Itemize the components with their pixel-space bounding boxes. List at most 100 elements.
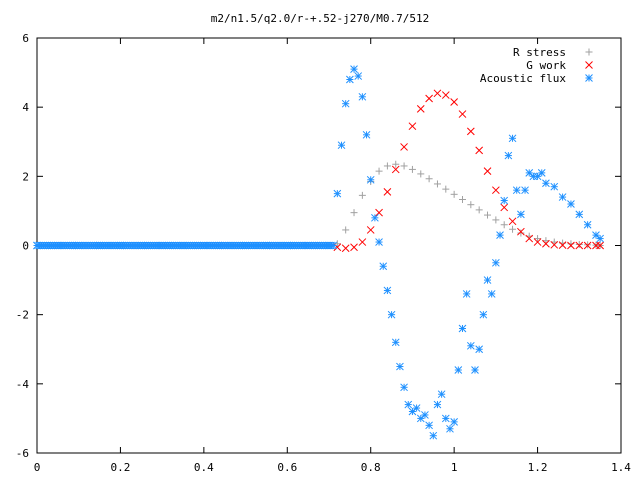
data-point <box>500 196 509 205</box>
data-point <box>425 94 433 103</box>
data-point <box>358 191 366 199</box>
data-point <box>404 400 413 409</box>
data-point <box>508 217 517 226</box>
data-point <box>408 122 417 131</box>
x-tick-label: 0.6 <box>277 461 297 474</box>
data-point <box>383 286 392 295</box>
data-point <box>466 341 475 350</box>
x-tick-label: 0.4 <box>194 461 214 474</box>
data-point <box>433 400 442 409</box>
data-point <box>483 167 492 175</box>
data-point <box>550 240 559 249</box>
data-point <box>475 146 484 155</box>
data-point <box>416 105 425 113</box>
legend-label: Acoustic flux <box>480 72 566 85</box>
data-point <box>596 234 604 243</box>
data-point <box>446 424 454 433</box>
data-point <box>408 165 416 173</box>
legend-label: G work <box>526 59 566 72</box>
data-point <box>379 262 388 271</box>
data-point <box>508 134 517 143</box>
y-tick-label: -6 <box>16 447 29 460</box>
data-point <box>558 193 567 201</box>
data-point <box>400 383 408 392</box>
series-r-stress <box>333 160 604 249</box>
data-point <box>437 390 446 399</box>
data-point <box>408 407 417 416</box>
legend-label: R stress <box>513 46 566 59</box>
data-point <box>429 431 438 440</box>
data-point <box>487 290 496 298</box>
data-point <box>500 203 509 212</box>
data-point <box>592 231 600 239</box>
data-point <box>333 189 342 198</box>
y-tick-label: 0 <box>22 240 29 253</box>
data-point <box>375 238 383 246</box>
data-point <box>583 220 592 229</box>
data-point <box>416 414 425 423</box>
data-point <box>366 226 375 234</box>
data-point <box>341 99 350 108</box>
y-tick-label: 2 <box>22 170 29 183</box>
data-point <box>517 227 525 236</box>
data-point <box>350 65 358 73</box>
data-point <box>400 143 408 151</box>
data-point <box>475 206 483 214</box>
data-point <box>534 235 542 243</box>
data-point <box>521 186 529 195</box>
data-point <box>583 241 592 250</box>
data-point <box>417 170 425 178</box>
data-point <box>525 234 534 243</box>
data-point <box>467 201 475 209</box>
data-point <box>366 175 375 184</box>
data-point <box>396 362 404 371</box>
data-point <box>517 229 525 237</box>
data-point <box>479 310 488 319</box>
data-point <box>471 366 479 374</box>
data-point <box>341 244 350 253</box>
y-tick-label: -2 <box>16 309 29 322</box>
data-point <box>433 89 442 98</box>
x-tick-label: 1 <box>451 461 458 474</box>
data-point <box>392 160 400 168</box>
data-point <box>383 188 392 196</box>
data-point <box>542 179 550 188</box>
data-point <box>567 240 575 248</box>
data-point <box>375 208 383 217</box>
data-point <box>442 185 450 193</box>
data-point <box>466 127 475 136</box>
series-acoustic-flux <box>33 65 604 440</box>
data-point <box>496 231 504 239</box>
data-point <box>462 290 471 298</box>
data-point <box>492 216 500 224</box>
data-point <box>383 162 391 170</box>
data-point <box>433 180 441 188</box>
data-point <box>350 243 358 252</box>
data-point <box>509 225 517 233</box>
data-point <box>358 238 367 246</box>
data-point <box>575 240 583 248</box>
data-point <box>421 411 429 419</box>
x-tick-label: 1.4 <box>611 461 631 474</box>
data-point <box>512 186 521 195</box>
data-point <box>542 239 550 248</box>
data-point <box>391 338 400 347</box>
data-point <box>400 162 408 170</box>
data-point <box>375 167 383 175</box>
data-point <box>441 414 450 423</box>
x-tick-label: 0.2 <box>110 461 130 474</box>
data-point <box>475 345 484 354</box>
data-point <box>550 182 559 191</box>
legend-marker <box>585 74 593 82</box>
data-point <box>458 324 467 333</box>
data-point <box>525 169 534 177</box>
data-point <box>537 169 546 177</box>
data-point <box>358 92 367 101</box>
data-point <box>500 221 508 229</box>
data-marks <box>33 65 604 440</box>
data-point <box>533 172 542 181</box>
y-tick-label: -4 <box>16 378 30 391</box>
data-point <box>354 72 363 80</box>
